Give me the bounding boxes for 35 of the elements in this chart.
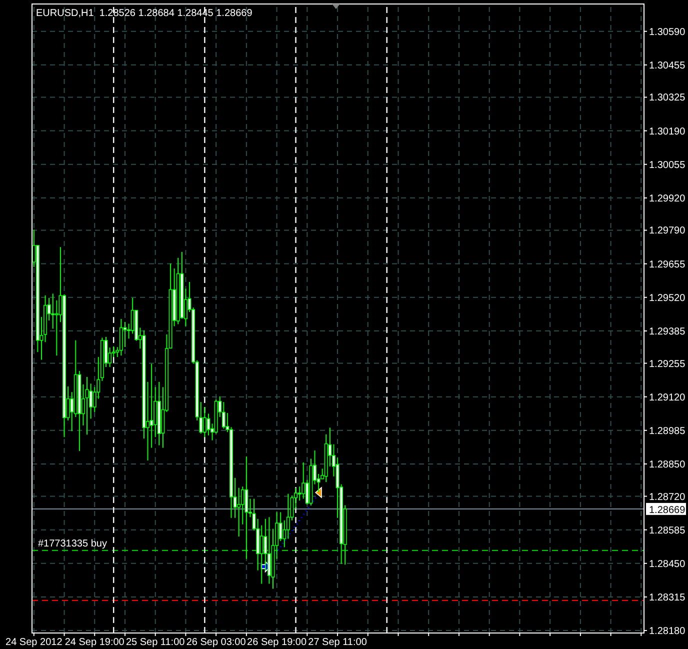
y-tick-label: 1.29120: [649, 392, 686, 404]
x-tick-label: 27 Sep 11:00: [308, 637, 368, 648]
x-tick-label: 24 Sep 2012: [6, 637, 63, 648]
x-tick-label: 24 Sep 19:00: [64, 637, 125, 648]
y-tick-label: 1.29920: [649, 193, 686, 204]
x-tick-label: 26 Sep 03:00: [186, 637, 246, 648]
x-tick-label: 26 Sep 19:00: [247, 637, 307, 648]
candlestick: [237, 487, 241, 538]
y-tick-label: 1.30190: [649, 126, 686, 138]
ref-line-label: 1.28669: [649, 504, 686, 516]
y-tick-label: 1.28450: [649, 558, 686, 570]
y-tick-label: 1.28985: [649, 426, 686, 437]
y-tick-label: 1.29520: [649, 292, 686, 304]
y-tick-label: 1.29255: [649, 358, 686, 370]
candlestick: [51, 293, 55, 330]
y-tick-label: 1.28850: [649, 459, 686, 470]
y-tick-label: 1.29385: [649, 326, 686, 338]
y-tick-label: 1.29790: [649, 226, 686, 237]
candlestick: [244, 456, 248, 560]
y-tick-label: 1.30055: [649, 160, 686, 171]
y-tick-label: 1.28720: [649, 492, 686, 503]
y-tick-label: 1.30325: [649, 92, 686, 104]
y-tick-label: 1.30590: [649, 26, 686, 38]
candlestick: [302, 462, 306, 500]
y-tick-label: 1.30455: [649, 60, 686, 72]
ref-line-label: #17731335 buy: [38, 538, 107, 550]
candlestick: [202, 406, 206, 438]
chart-title: EURUSD,H1 1.28526 1.28684 1.28445 1.28669: [36, 8, 253, 19]
y-tick-label: 1.29655: [649, 259, 686, 270]
candlestick: [85, 376, 89, 436]
y-tick-label: 1.28315: [649, 592, 686, 604]
candlestick: [119, 318, 123, 356]
x-tick-label: 25 Sep 11:00: [126, 637, 186, 648]
y-tick-label: 1.28180: [649, 626, 686, 638]
y-tick-label: 1.28585: [649, 525, 686, 536]
